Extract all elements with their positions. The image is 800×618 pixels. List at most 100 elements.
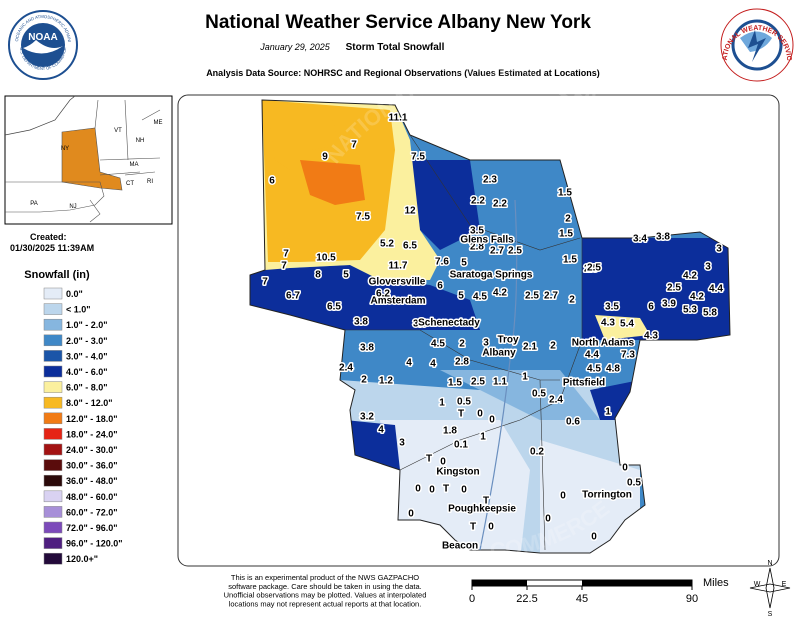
scale-tick-label: 0 (469, 593, 475, 605)
legend-swatch (43, 318, 63, 331)
city-label: Amsterdam (370, 296, 425, 307)
inset-state-label: NJ (69, 204, 76, 210)
inset-state-label: RI (147, 179, 153, 185)
snowfall-value: 1 (522, 372, 528, 383)
snowfall-value: 7 (262, 277, 268, 288)
created-timestamp: 01/30/2025 11:39AM (10, 243, 94, 253)
snowfall-value: 6.2 (376, 289, 390, 300)
snowfall-value: 4.3 (644, 331, 658, 342)
legend-swatch (43, 459, 63, 471)
snowfall-value: 2.5 (667, 283, 681, 294)
compass-w: W (754, 581, 761, 588)
noaa-text: NOAA (28, 32, 57, 43)
snowfall-value: 3 (716, 244, 722, 255)
legend-label: 3.0" - 4.0" (66, 351, 108, 361)
created-label: Created: (30, 232, 67, 242)
snowfall-value: T (458, 409, 464, 420)
legend-label: 4.0" - 6.0" (66, 367, 108, 377)
snowfall-value: 2.8 (455, 357, 469, 368)
snowfall-value: 6 (648, 302, 654, 313)
legend-swatch (43, 396, 63, 409)
scale-unit: Miles (703, 577, 729, 589)
scale-tick-label: 22.5 (516, 593, 537, 605)
snowfall-value: 4.3 (601, 318, 615, 329)
compass-s: S (768, 611, 773, 618)
legend-title: Snowfall (in) (24, 269, 90, 281)
legend-label: 60.0" - 72.0" (66, 507, 118, 517)
city-label: Torrington (582, 490, 632, 501)
legend-label: 24.0" - 30.0" (66, 445, 118, 455)
snowfall-value: 0 (408, 509, 414, 520)
legend-label: 96.0" - 120.0" (66, 539, 123, 549)
snowfall-value: 2.5 (471, 377, 485, 388)
snowfall-value: 0 (560, 491, 566, 502)
snowfall-value: 2.5 (584, 264, 598, 275)
legend-swatch (43, 365, 63, 378)
snowfall-value: 1.1 (493, 377, 507, 388)
snowfall-value: 8 (315, 270, 321, 281)
snowfall-value: 5 (343, 270, 349, 281)
snowfall-value: 4.4 (709, 284, 723, 295)
snowfall-value: 4 (406, 358, 412, 369)
snowfall-value: 3 (399, 438, 405, 449)
legend-label: 8.0" - 12.0" (66, 398, 113, 408)
city-label: Poughkeepsie (448, 504, 516, 515)
snowfall-value: 1.5 (559, 229, 573, 240)
snowfall-value: 5.8 (703, 308, 717, 319)
city-label: Gloversville (369, 277, 426, 288)
city-label: Troy (497, 335, 519, 346)
legend-swatch (43, 443, 63, 456)
subtitle: Storm Total Snowfall (346, 42, 445, 53)
legend-swatch (43, 350, 63, 362)
disclaimer-line: This is an experimental product of the N… (231, 573, 419, 582)
snowfall-value: 6.5 (327, 302, 341, 313)
snowfall-value: 1 (605, 407, 611, 418)
snowfall-value: 1.5 (448, 378, 462, 389)
snowfall-value: 2 (565, 214, 571, 225)
legend-swatch (43, 506, 63, 518)
snowfall-value: 0 (440, 457, 446, 468)
snowfall-value: 0.5 (627, 478, 641, 489)
snowfall-value: 6.5 (403, 241, 417, 252)
snowfall-value: 0 (461, 485, 467, 496)
snowfall-value: 1 (439, 398, 445, 409)
city-label: Schenectady (418, 318, 480, 329)
source: Analysis Data Source: NOHRSC and Regiona… (206, 68, 600, 78)
legend-swatch (43, 521, 63, 534)
snowfall-value: 1.5 (563, 255, 577, 266)
snowfall-value: 2.5 (508, 246, 522, 257)
snowfall-value: 3.5 (470, 226, 484, 237)
snowfall-value: 0.6 (566, 417, 580, 428)
legend-label: 18.0" - 24.0" (66, 429, 118, 439)
compass-n: N (767, 560, 772, 567)
snowfall-value: 0 (489, 415, 495, 426)
snowfall-value: 5 (461, 258, 467, 269)
snowfall-value: 5.2 (380, 239, 394, 250)
snowfall-value: 3.8 (360, 343, 374, 354)
snowfall-value: 2.4 (339, 363, 353, 374)
snowfall-value: 6.7 (286, 291, 300, 302)
city-label: Glens Falls (460, 235, 514, 246)
legend-swatch (43, 287, 63, 300)
snowfall-value: 9 (322, 152, 328, 163)
compass-e: E (782, 581, 787, 588)
snowfall-value: 11.7 (389, 261, 408, 272)
snowfall-value: 2.4 (549, 395, 563, 406)
city-label: Kingston (436, 467, 479, 478)
legend-label: 30.0" - 36.0" (66, 461, 118, 471)
legend-label: 120.0+" (66, 554, 98, 564)
snowfall-value: T (470, 522, 476, 533)
snowfall-value: 0.2 (530, 447, 544, 458)
legend-label: 0.0" (66, 289, 83, 299)
legend-swatch (43, 381, 63, 393)
city-labels: Glens Falls Saratoga Springs Gloversville A… (367, 233, 636, 553)
snowfall-value: 2 (550, 341, 556, 352)
legend-label: 6.0" - 8.0" (66, 383, 108, 393)
city-label: Saratoga Springs (450, 270, 533, 281)
snowfall-value: 4.5 (587, 364, 601, 375)
scale-tick-label: 90 (686, 593, 698, 605)
snowfall-value: 2.1 (523, 342, 537, 353)
inset-state-label: MA (130, 162, 139, 168)
